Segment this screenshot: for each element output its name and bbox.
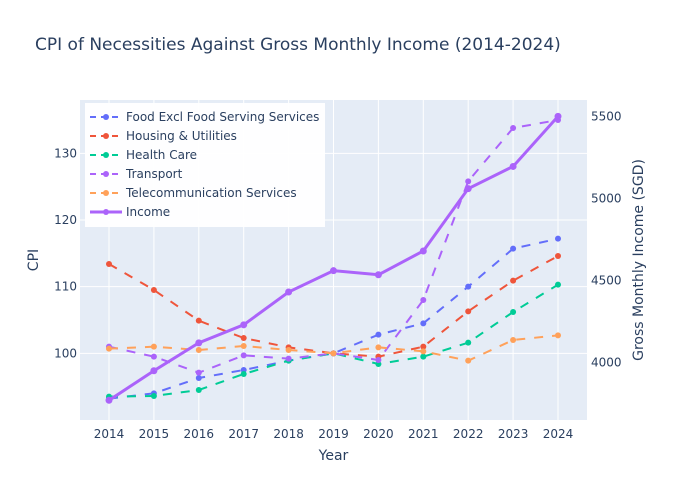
x-tick-label: 2015 <box>139 427 170 441</box>
x-tick-label: 2024 <box>543 427 574 441</box>
data-point <box>195 375 202 381</box>
series-layer <box>105 112 562 404</box>
data-point <box>330 350 337 357</box>
data-point <box>106 261 112 267</box>
x-tick-label: 2017 <box>228 427 259 441</box>
data-point <box>150 367 158 375</box>
axis-layer: 2014 2015 2016 2017 2018 2019 2020 2021 2022 2023… <box>54 109 621 441</box>
series-line <box>108 237 559 400</box>
x-tick-label: 2016 <box>184 427 215 441</box>
data-point <box>375 331 382 338</box>
data-point <box>555 332 561 339</box>
data-point <box>510 125 517 131</box>
data-point <box>465 339 472 346</box>
legend-marker <box>103 133 109 139</box>
data-point <box>465 283 472 290</box>
data-point <box>420 343 427 350</box>
x-axis-label: Year <box>318 448 349 464</box>
y-tick-label: 130 <box>54 146 77 160</box>
y-axis-label: CPI <box>26 249 42 271</box>
y2-tick-label: 5000 <box>591 191 622 205</box>
legend-label: Health Care <box>126 148 197 162</box>
series-line <box>108 334 559 362</box>
data-point <box>240 352 247 359</box>
data-point <box>509 162 517 170</box>
data-point <box>464 185 472 193</box>
data-point <box>465 357 472 364</box>
data-point <box>195 387 202 393</box>
data-point <box>420 348 427 355</box>
data-point <box>555 235 561 242</box>
legend-marker <box>103 152 109 158</box>
data-point <box>195 347 202 353</box>
y2-tick-label: 5500 <box>591 109 622 123</box>
x-tick-label: 2020 <box>363 427 394 441</box>
data-point <box>375 357 382 363</box>
data-point <box>420 353 427 360</box>
data-point <box>150 343 157 350</box>
legend-label: Income <box>126 205 170 219</box>
data-point <box>555 253 561 259</box>
data-point <box>465 308 472 315</box>
data-point <box>240 371 247 377</box>
data-point <box>285 355 292 362</box>
legend-label: Food Excl Food Serving Services <box>126 110 319 124</box>
series-line <box>108 283 559 398</box>
data-point <box>510 245 517 252</box>
y2-tick-label: 4000 <box>591 356 622 370</box>
data-point <box>285 347 292 353</box>
y-tick-label: 120 <box>54 213 77 227</box>
data-point <box>510 277 517 284</box>
data-point <box>195 339 203 347</box>
chart-title: CPI of Necessities Against Gross Monthly… <box>35 35 561 55</box>
data-point <box>554 112 562 120</box>
legend-marker <box>103 171 109 177</box>
data-point <box>195 369 202 376</box>
y2-tick-label: 4500 <box>591 274 622 288</box>
data-point <box>195 317 202 324</box>
data-point <box>465 178 472 185</box>
y-tick-label: 110 <box>54 280 77 294</box>
data-point <box>374 271 382 279</box>
data-point <box>240 343 247 349</box>
data-point <box>150 393 157 399</box>
x-tick-label: 2022 <box>453 427 484 441</box>
legend-label: Transport <box>125 167 183 181</box>
data-point <box>555 281 561 288</box>
data-point <box>420 297 427 303</box>
legend-box <box>85 103 325 227</box>
legend-marker <box>103 209 109 215</box>
data-point <box>419 247 427 255</box>
data-point <box>150 353 157 360</box>
legend-label: Telecommunication Services <box>125 186 297 200</box>
data-point <box>510 337 517 343</box>
legend: Food Excl Food Serving Services Housing &… <box>85 103 325 227</box>
data-point <box>150 287 157 293</box>
x-tick-label: 2014 <box>94 427 125 441</box>
data-point <box>375 344 382 351</box>
data-point <box>330 267 337 275</box>
x-tick-label: 2019 <box>318 427 349 441</box>
data-point <box>105 396 113 404</box>
data-point <box>285 288 293 296</box>
data-point <box>510 309 517 315</box>
data-point <box>240 321 248 329</box>
data-point <box>420 320 427 327</box>
legend-marker <box>103 190 109 196</box>
data-point <box>106 345 112 352</box>
x-tick-label: 2021 <box>408 427 439 441</box>
data-point <box>240 335 247 341</box>
legend-marker <box>103 114 109 120</box>
series-line <box>108 119 559 374</box>
y-tick-label: 100 <box>54 346 77 360</box>
legend-label: Housing & Utilities <box>126 129 237 143</box>
x-tick-label: 2023 <box>498 427 529 441</box>
x-tick-label: 2018 <box>273 427 304 441</box>
y2-axis-label: Gross Monthly Income (SGD) <box>631 159 647 361</box>
